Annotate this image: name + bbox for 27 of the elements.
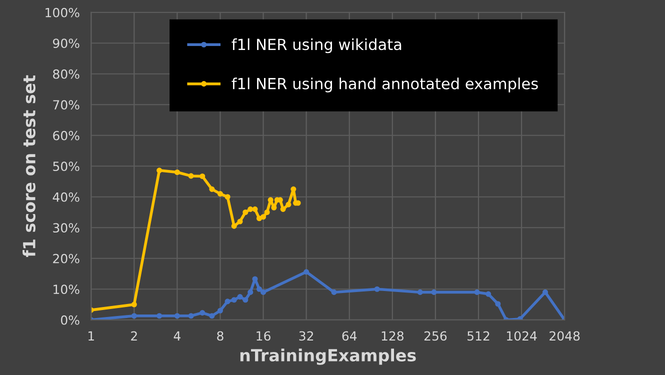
x-tick-label: 8: [217, 331, 224, 341]
y-tick-label: 80%: [53, 69, 80, 79]
y-tick-label: 40%: [52, 192, 80, 202]
x-tick-label: 2048: [550, 331, 580, 341]
x-tick-label: 256: [424, 331, 447, 341]
x-tick-label: 1024: [507, 331, 537, 341]
x-tick-label: 16: [256, 331, 270, 341]
x-tick-label: 64: [342, 331, 357, 341]
y-tick-label: 50%: [53, 162, 80, 172]
x-tick-label: 32: [299, 331, 314, 341]
x-tick-label: 128: [382, 331, 404, 341]
y-tick-label: 60%: [53, 130, 80, 140]
x-tick-label: 4: [174, 331, 180, 340]
y-tick-label: 30%: [53, 223, 80, 233]
legend-label: f1l NER using hand annotated examples: [232, 78, 538, 92]
legend-label: f1l NER using wikidata: [232, 38, 402, 54]
y-axis-title: f1 score on test set: [22, 75, 36, 258]
y-tick-label: 90%: [53, 38, 80, 48]
y-tick-label: 10%: [54, 284, 80, 294]
y-tick-label: 70%: [53, 100, 80, 110]
y-tick-label: 100%: [46, 8, 80, 18]
x-tick-label: 2: [131, 331, 137, 340]
x-tick-label: 512: [468, 331, 490, 341]
y-tick-label: 20%: [53, 254, 80, 264]
x-tick-label: 1: [88, 331, 94, 340]
x-axis-title: nTrainingExamples: [240, 348, 416, 365]
y-tick-label: 0%: [60, 315, 80, 325]
